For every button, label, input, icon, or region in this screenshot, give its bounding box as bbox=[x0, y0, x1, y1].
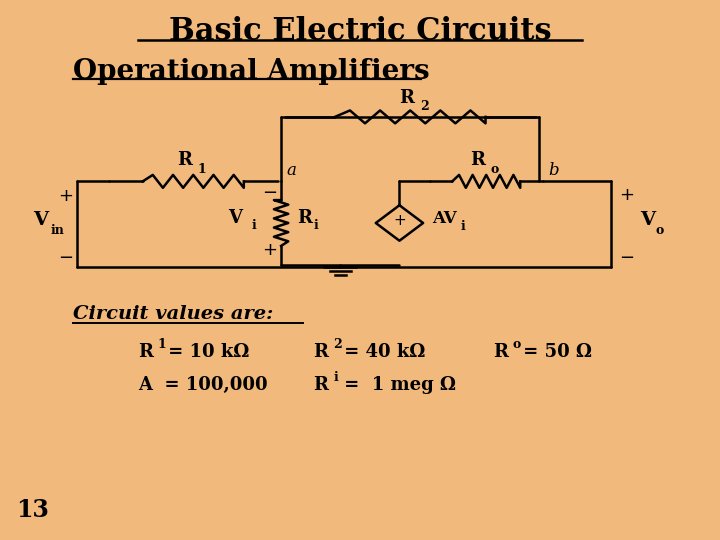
Text: AV: AV bbox=[432, 210, 456, 227]
Text: i: i bbox=[333, 371, 338, 384]
Text: R: R bbox=[313, 376, 328, 394]
Text: Basic Electric Circuits: Basic Electric Circuits bbox=[168, 16, 552, 48]
Text: +: + bbox=[58, 187, 73, 205]
Text: R: R bbox=[138, 342, 153, 361]
Text: 1: 1 bbox=[158, 338, 166, 350]
Text: i: i bbox=[460, 220, 465, 233]
Text: −: − bbox=[58, 248, 73, 267]
Text: −: − bbox=[262, 184, 277, 202]
Text: R: R bbox=[313, 342, 328, 361]
Text: −: − bbox=[619, 248, 634, 267]
Text: a: a bbox=[287, 161, 297, 179]
Text: i: i bbox=[313, 219, 318, 232]
Text: =  1 meg Ω: = 1 meg Ω bbox=[338, 376, 456, 394]
Text: o: o bbox=[513, 338, 521, 350]
Text: A  = 100,000: A = 100,000 bbox=[138, 376, 267, 394]
Text: Operational Amplifiers: Operational Amplifiers bbox=[73, 58, 430, 85]
Text: R: R bbox=[470, 151, 485, 169]
Text: +: + bbox=[262, 241, 277, 259]
Text: R: R bbox=[399, 89, 414, 107]
Text: 2: 2 bbox=[420, 100, 429, 113]
Text: R: R bbox=[492, 342, 508, 361]
Text: V: V bbox=[639, 211, 655, 229]
Text: V: V bbox=[228, 208, 242, 227]
Text: i: i bbox=[251, 219, 256, 232]
Text: b: b bbox=[548, 161, 559, 179]
Text: = 50 Ω: = 50 Ω bbox=[517, 342, 592, 361]
Text: Circuit values are:: Circuit values are: bbox=[73, 305, 274, 323]
Text: = 10 kΩ: = 10 kΩ bbox=[162, 342, 249, 361]
Text: +: + bbox=[393, 213, 406, 228]
Text: in: in bbox=[50, 224, 65, 237]
Text: R: R bbox=[297, 208, 312, 227]
Text: V: V bbox=[33, 211, 48, 229]
Text: o: o bbox=[491, 163, 499, 176]
Text: = 40 kΩ: = 40 kΩ bbox=[338, 342, 425, 361]
Text: 2: 2 bbox=[333, 338, 342, 350]
Text: +: + bbox=[619, 186, 634, 204]
Text: o: o bbox=[655, 224, 664, 237]
Text: 13: 13 bbox=[16, 498, 49, 523]
Text: R: R bbox=[177, 151, 192, 169]
Text: 1: 1 bbox=[197, 163, 206, 176]
